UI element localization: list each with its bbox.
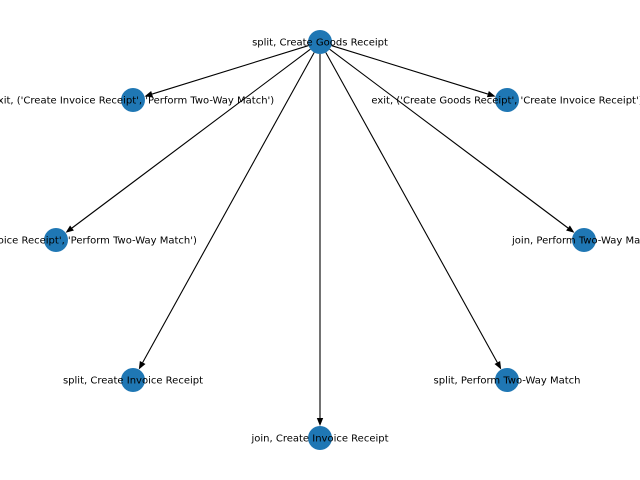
node-n5[interactable] [121,368,145,392]
node-n6[interactable] [495,368,519,392]
edge-n0-n3 [71,48,311,229]
node-n3[interactable] [44,228,68,252]
arrowhead-n0-n7 [316,418,324,426]
arrowhead-n0-n5 [138,360,146,370]
node-n7[interactable] [308,426,332,450]
arrowhead-n0-n1 [144,91,154,98]
node-n1[interactable] [121,88,145,112]
node-n4[interactable] [572,228,596,252]
arrowhead-n0-n2 [486,91,496,98]
edge-n0-n5 [142,52,315,363]
node-label-n3: join, ('Create Invoice Receipt', 'Perfor… [0,236,197,247]
node-label-n0: split, Create Goods Receipt [252,38,388,49]
edge-n0-n6 [325,52,498,363]
node-n0[interactable] [308,30,332,54]
labels-layer: split, Create Goods Receipt exit, ('Creat… [0,38,640,445]
nodes-layer [44,30,596,450]
node-label-n6: split, Perform Two-Way Match [434,376,581,387]
node-label-n7: join, Create Invoice Receipt [250,434,388,445]
edge-n0-n4 [329,48,569,229]
node-label-n4: join, Perform Two-Way Match [511,236,640,247]
node-label-n5: split, Create Invoice Receipt [63,376,203,387]
arrowhead-n0-n4 [566,225,575,233]
edge-n0-n1 [151,45,309,95]
node-n2[interactable] [495,88,519,112]
edges-layer [65,45,575,426]
arrowhead-n0-n3 [65,225,74,233]
arrowhead-n0-n6 [494,360,502,370]
node-label-n2: exit, ('Create Goods Receipt', 'Create I… [371,96,640,107]
edge-n0-n2 [331,45,489,95]
node-label-n1: exit, ('Create Invoice Receipt', 'Perfor… [0,96,274,107]
